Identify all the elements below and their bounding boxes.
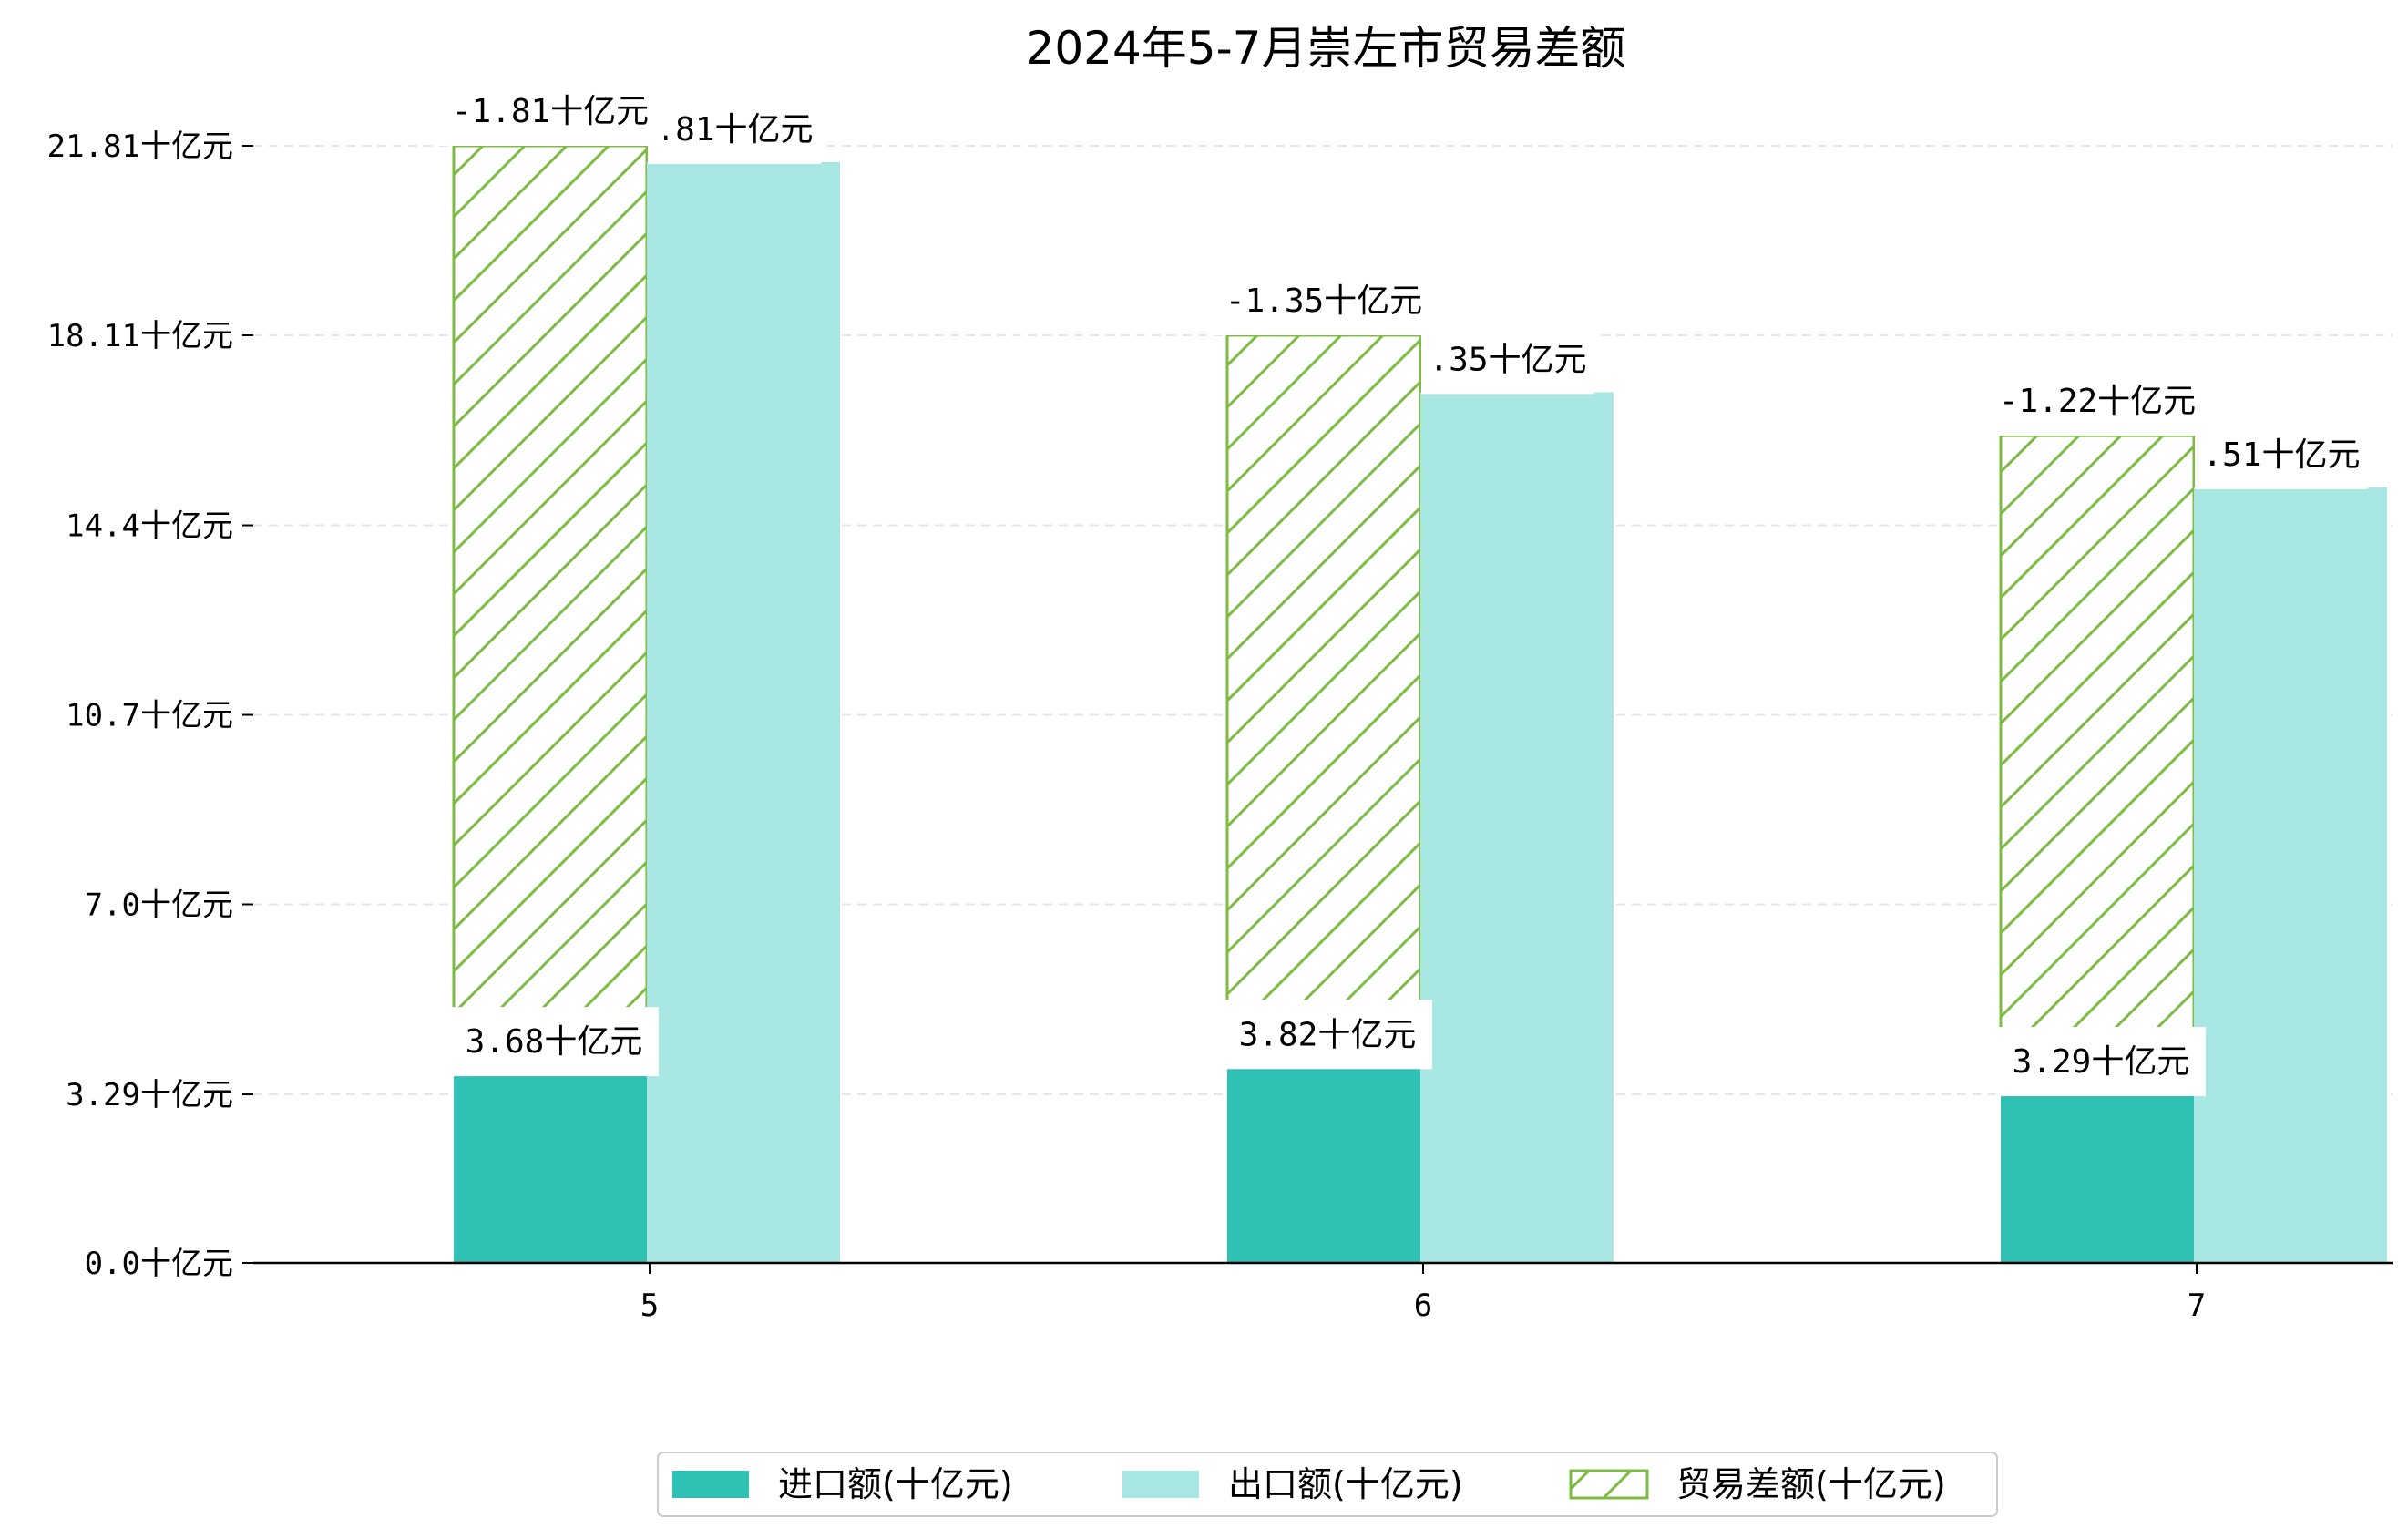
label-import-box bbox=[449, 1007, 659, 1077]
bar-export bbox=[1420, 392, 1614, 1263]
chart-title: 2024年5-7月崇左市贸易差额 bbox=[1026, 22, 1626, 75]
label-trade-balance-box bbox=[1210, 265, 1438, 335]
label-export: .35十亿元 bbox=[1429, 341, 1586, 378]
label-trade-balance-box bbox=[436, 77, 664, 146]
bar-import bbox=[2001, 1094, 2194, 1263]
y-tick-label: 0.0十亿元 bbox=[85, 1246, 233, 1282]
bars bbox=[452, 144, 2387, 1264]
x-tick-label: 7 bbox=[2188, 1288, 2206, 1324]
bar-trade-balance bbox=[452, 144, 649, 1076]
bar-import bbox=[1227, 1067, 1420, 1263]
label-import-box bbox=[1996, 1027, 2206, 1097]
axes: 0.0十亿元 3.29十亿元 7.0十亿元 10.7十亿元 14.4十亿元 18.11十亿… bbox=[47, 128, 2393, 1324]
label-import: 3.82十亿元 bbox=[1239, 1016, 1417, 1053]
label-export-box bbox=[2195, 419, 2368, 489]
label-export: .81十亿元 bbox=[655, 111, 813, 149]
legend-swatch bbox=[1122, 1471, 1199, 1498]
data-labels: .81十亿元-1.81十亿元 3.68十亿元 .35十亿元-1.35十亿元 3.82十… bbox=[436, 77, 2368, 1097]
label-trade-balance-box bbox=[1983, 366, 2211, 436]
y-tick-label: 18.11十亿元 bbox=[47, 318, 233, 354]
y-tick-label: 3.29十亿元 bbox=[66, 1077, 233, 1113]
bar-import bbox=[454, 1074, 647, 1263]
bar-trade-balance bbox=[1225, 333, 1422, 1069]
legend-label: 贸易差额(十亿元) bbox=[1676, 1464, 1946, 1504]
legend-box bbox=[657, 1452, 1998, 1517]
x-tick-label: 6 bbox=[1414, 1288, 1432, 1324]
bar-export bbox=[2194, 487, 2387, 1263]
legend-label: 出口额(十亿元) bbox=[1228, 1464, 1463, 1504]
legend-swatch bbox=[672, 1471, 749, 1498]
y-tick-label: 7.0十亿元 bbox=[85, 887, 233, 924]
label-export: .51十亿元 bbox=[2202, 436, 2360, 474]
y-tick-label: 14.4十亿元 bbox=[66, 508, 233, 545]
label-trade-balance: -1.35十亿元 bbox=[1225, 282, 1422, 320]
y-tick-label: 21.81十亿元 bbox=[47, 128, 233, 165]
label-export-box bbox=[1421, 324, 1594, 395]
legend: 进口额(十亿元) 出口额(十亿元) 贸易差额(十亿元) bbox=[657, 1452, 1998, 1517]
bar-export bbox=[647, 161, 840, 1264]
label-import: 3.29十亿元 bbox=[2013, 1043, 2190, 1081]
legend-swatch bbox=[1569, 1469, 1649, 1500]
label-import: 3.68十亿元 bbox=[466, 1023, 643, 1061]
label-export-box bbox=[648, 94, 821, 164]
legend-label: 进口额(十亿元) bbox=[778, 1464, 1013, 1504]
label-trade-balance: -1.22十亿元 bbox=[1999, 383, 2196, 420]
bar-trade-balance bbox=[1999, 434, 2196, 1096]
y-tick-label: 10.7十亿元 bbox=[66, 698, 233, 734]
label-trade-balance: -1.81十亿元 bbox=[452, 93, 649, 130]
x-tick-label: 5 bbox=[640, 1288, 659, 1324]
label-import-box bbox=[1223, 1000, 1432, 1070]
